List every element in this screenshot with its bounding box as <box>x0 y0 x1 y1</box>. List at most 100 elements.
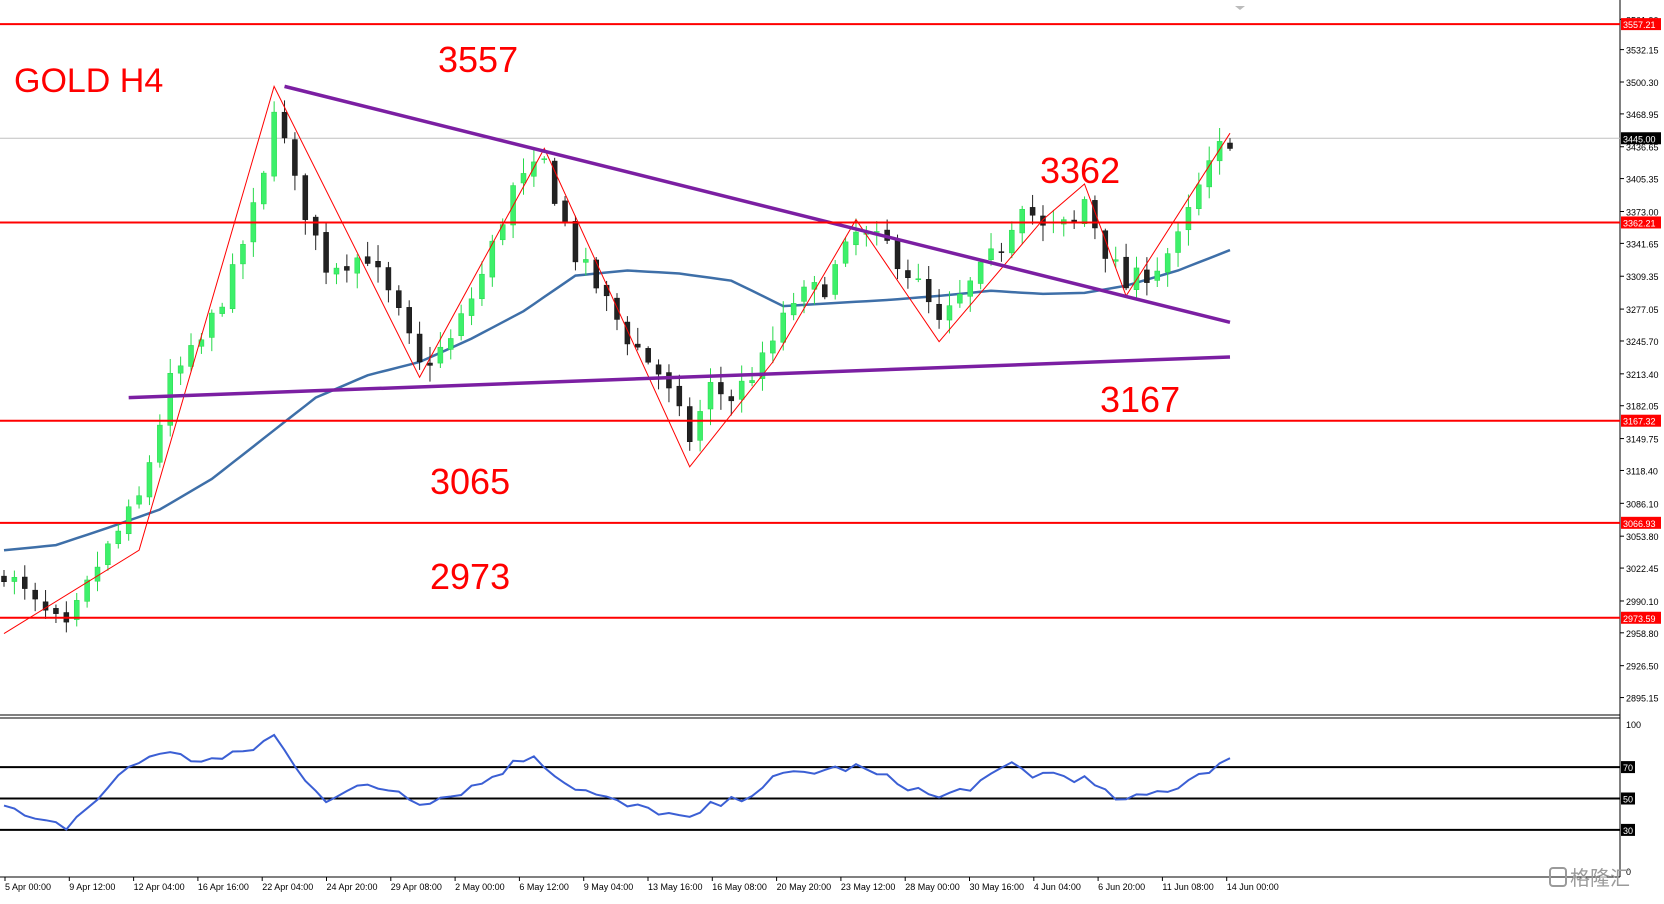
candle-body <box>458 313 464 336</box>
candle-body <box>1112 259 1119 262</box>
time-tick-label: 29 Apr 08:00 <box>391 882 442 892</box>
price-tick-label: 3213.40 <box>1626 370 1659 380</box>
candle-body <box>157 424 163 463</box>
watermark-text: 格隆汇 <box>1570 867 1630 890</box>
level-tag-3362 <box>1621 216 1661 229</box>
candle-body <box>531 161 537 177</box>
resistance-trendline[interactable] <box>284 84 1231 325</box>
candle-body <box>448 338 454 350</box>
current-price-tag-text: 3445.00 <box>1623 134 1656 144</box>
time-tick-label: 2 May 00:00 <box>455 882 505 892</box>
candle-body <box>915 278 922 280</box>
level-annotation-3065: 3065 <box>430 461 510 502</box>
level-annotation-3557: 3557 <box>438 39 518 80</box>
candle-body <box>219 306 225 314</box>
support-trendline[interactable] <box>128 355 1231 400</box>
time-tick-label: 14 Jun 00:00 <box>1227 882 1279 892</box>
candle-body <box>666 372 672 389</box>
rsi-axis-label: 100 <box>1626 720 1641 730</box>
rsi-level-tag <box>1621 792 1635 805</box>
level-tag-text: 3557.21 <box>1623 20 1656 30</box>
candle-body <box>302 175 309 220</box>
candle-body <box>94 566 101 582</box>
candle-body <box>1009 229 1015 254</box>
candle-body <box>468 298 475 316</box>
time-tick-label: 20 May 20:00 <box>777 882 832 892</box>
level-annotation-3167: 3167 <box>1100 379 1180 420</box>
time-tick-label: 5 Apr 00:00 <box>5 882 51 892</box>
candle-body <box>479 273 485 300</box>
candle-body <box>728 396 735 402</box>
time-tick-label: 6 May 12:00 <box>519 882 569 892</box>
price-tick-label: 3532.15 <box>1626 46 1659 56</box>
candle-body <box>977 261 984 284</box>
candle-body <box>790 303 797 316</box>
price-tick-label: 3245.70 <box>1626 337 1659 347</box>
candle-body <box>333 267 340 275</box>
candle-body <box>1175 231 1181 253</box>
candle-body <box>770 340 776 354</box>
time-tick-label: 16 Apr 16:00 <box>198 882 249 892</box>
candle-body <box>541 158 548 160</box>
candle-body <box>551 160 558 204</box>
level-tag-text: 2973.59 <box>1623 614 1656 624</box>
candle-body <box>905 270 911 279</box>
shift-marker-icon[interactable] <box>1235 6 1245 10</box>
level-tag-3065 <box>1621 516 1661 529</box>
candle-body <box>967 280 974 297</box>
candle-body <box>354 257 361 274</box>
time-tick-label: 12 Apr 04:00 <box>134 882 185 892</box>
price-tick-label: 3436.65 <box>1626 143 1659 153</box>
price-tick-label: 3309.35 <box>1626 272 1659 282</box>
candle-body <box>1216 141 1223 162</box>
price-tick-label: 2958.80 <box>1626 629 1659 639</box>
candle-body <box>1154 270 1161 281</box>
price-tick-label: 3500.30 <box>1626 78 1659 88</box>
time-tick-label: 11 Jun 08:00 <box>1162 882 1213 892</box>
time-tick-label: 4 Jun 04:00 <box>1034 882 1081 892</box>
price-tick-label: 2990.10 <box>1626 597 1659 607</box>
rsi-level-tag <box>1621 823 1635 836</box>
candle-body <box>53 608 59 614</box>
candle-body <box>697 411 703 441</box>
time-tick-label: 6 Jun 20:00 <box>1098 882 1145 892</box>
candle-body <box>125 506 132 535</box>
candle-body <box>1019 208 1025 234</box>
time-tick-label: 28 May 00:00 <box>905 882 960 892</box>
candle-body <box>1196 184 1202 209</box>
candle-body <box>105 543 111 566</box>
candle-body <box>686 406 693 442</box>
rsi-axis-label: 0 <box>1626 867 1631 877</box>
candle-body <box>822 284 828 298</box>
candle-body <box>1185 207 1192 231</box>
time-tick-label: 24 Apr 20:00 <box>327 882 378 892</box>
candle-body <box>853 231 859 246</box>
candle-body <box>635 343 641 348</box>
candle-body <box>988 248 994 260</box>
candle-body <box>240 244 246 265</box>
candle-body <box>271 111 277 177</box>
candle-body <box>718 382 724 395</box>
candle-body <box>1071 219 1077 222</box>
level-tag-text: 3066.93 <box>1623 519 1656 529</box>
candle-body <box>115 530 122 545</box>
candle-body <box>842 241 849 264</box>
price-tick-label: 3086.10 <box>1626 499 1659 509</box>
candle-body <box>1144 269 1150 283</box>
candle-body <box>406 307 412 334</box>
candle-body <box>520 173 527 184</box>
candle-body <box>22 576 28 589</box>
candle-body <box>624 321 631 345</box>
price-tick-label: 3468.95 <box>1626 110 1659 120</box>
candle-body <box>136 495 142 505</box>
time-tick-label: 23 May 12:00 <box>841 882 896 892</box>
candle-body <box>427 362 433 366</box>
candle-body <box>676 385 683 407</box>
level-tag-text: 3167.32 <box>1623 417 1656 427</box>
candle-body <box>1123 256 1129 289</box>
candle-body <box>946 305 953 321</box>
candle-body <box>84 579 90 602</box>
chart-title: GOLD H4 <box>14 62 163 100</box>
